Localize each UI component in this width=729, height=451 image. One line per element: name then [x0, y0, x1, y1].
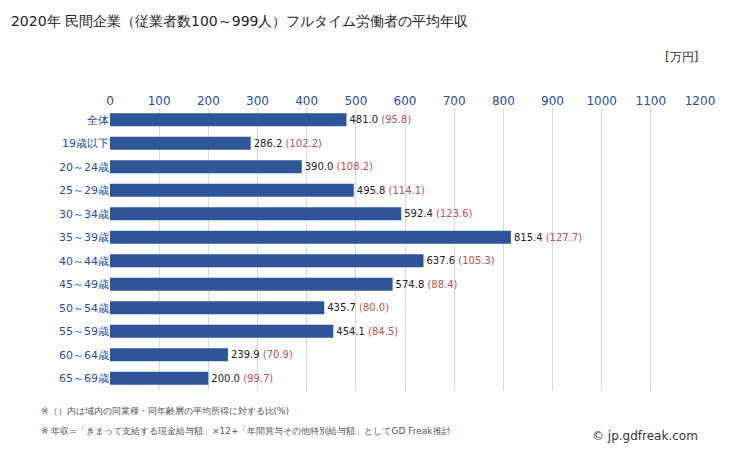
- svg-text:2020年 民間企業（従業者数100～999人）フルタイム労: 2020年 民間企業（従業者数100～999人）フルタイム労働者の平均年収: [11, 13, 469, 29]
- svg-text:40～44歳: 40～44歳: [59, 255, 109, 268]
- svg-text:481.0 (95.8): 481.0 (95.8): [349, 114, 411, 125]
- svg-text:※ 年収=「きまって支給する現金給与額」×12+「年間賞与そ: ※ 年収=「きまって支給する現金給与額」×12+「年間賞与その他特別給与額」とし…: [41, 426, 451, 436]
- svg-text:65～69歳: 65～69歳: [59, 372, 109, 385]
- svg-text:0: 0: [106, 94, 114, 108]
- svg-text:900: 900: [541, 94, 564, 108]
- svg-text:19歳以下: 19歳以下: [62, 137, 109, 150]
- svg-text:100: 100: [148, 94, 171, 108]
- svg-text:45～49歳: 45～49歳: [59, 278, 109, 291]
- svg-text:435.7 (80.0): 435.7 (80.0): [327, 302, 389, 313]
- svg-text:495.8 (114.1): 495.8 (114.1): [357, 185, 425, 196]
- svg-text:454.1 (84.5): 454.1 (84.5): [336, 326, 398, 337]
- svg-text:592.4 (123.6): 592.4 (123.6): [404, 208, 472, 219]
- svg-text:300: 300: [246, 94, 269, 108]
- svg-text:800: 800: [492, 94, 515, 108]
- svg-text:390.0 (108.2): 390.0 (108.2): [305, 161, 373, 172]
- svg-text:※（）内は域内の同業種・同年齢層の平均所得に対する比(%): ※（）内は域内の同業種・同年齢層の平均所得に対する比(%): [41, 406, 289, 416]
- svg-text:500: 500: [344, 94, 367, 108]
- svg-text:[万円]: [万円]: [665, 50, 698, 64]
- svg-text:30～34歳: 30～34歳: [59, 208, 109, 221]
- svg-text:50～54歳: 50～54歳: [59, 302, 109, 315]
- svg-text:637.6 (105.3): 637.6 (105.3): [426, 255, 494, 266]
- svg-text:© jp.gdfreak.com: © jp.gdfreak.com: [592, 429, 698, 443]
- svg-text:60～64歳: 60～64歳: [59, 349, 109, 362]
- svg-text:25～29歳: 25～29歳: [59, 184, 109, 197]
- svg-text:700: 700: [443, 94, 466, 108]
- svg-text:1100: 1100: [636, 94, 667, 108]
- svg-text:815.4 (127.7): 815.4 (127.7): [514, 232, 582, 243]
- svg-text:1200: 1200: [685, 94, 716, 108]
- svg-text:20～24歳: 20～24歳: [59, 161, 109, 174]
- svg-text:574.8 (88.4): 574.8 (88.4): [396, 279, 458, 290]
- svg-text:239.9 (70.9): 239.9 (70.9): [231, 349, 293, 360]
- svg-text:200.0 (99.7): 200.0 (99.7): [211, 373, 273, 384]
- svg-text:286.2 (102.2): 286.2 (102.2): [254, 138, 322, 149]
- svg-text:400: 400: [295, 94, 318, 108]
- svg-text:35～39歳: 35～39歳: [59, 231, 109, 244]
- svg-text:1000: 1000: [586, 94, 617, 108]
- svg-text:55～59歳: 55～59歳: [59, 325, 109, 338]
- svg-text:全体: 全体: [87, 114, 109, 127]
- svg-text:200: 200: [197, 94, 220, 108]
- svg-text:600: 600: [394, 94, 417, 108]
